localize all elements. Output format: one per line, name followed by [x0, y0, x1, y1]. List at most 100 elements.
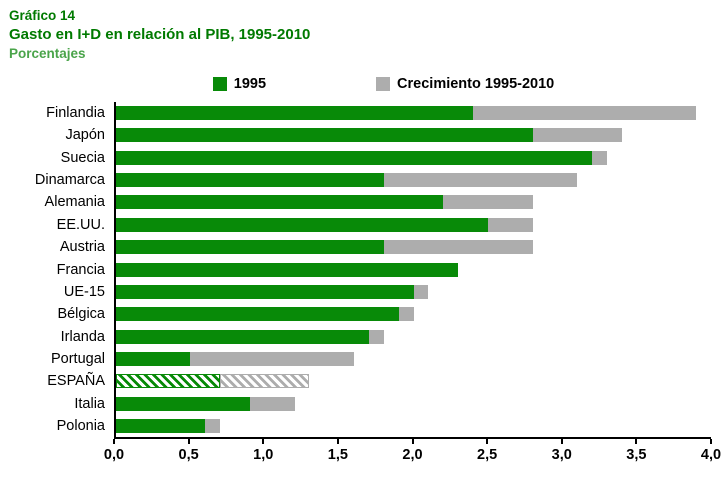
chart-header: Gráfico 14 Gasto en I+D en relación al P… — [0, 7, 727, 64]
bar-segment-1995 — [116, 352, 191, 367]
category-label: ESPAÑA — [47, 373, 105, 390]
bar-segment-growth — [220, 374, 310, 389]
legend-label-1995: 1995 — [233, 75, 267, 92]
bar-track — [114, 101, 711, 124]
bar-segment-1995 — [116, 128, 533, 143]
chart-legend: 1995 Crecimiento 1995-2010 — [40, 76, 727, 92]
legend-label-growth: Crecimiento 1995-2010 — [397, 75, 555, 92]
bar-track — [114, 415, 711, 438]
bar-segment-growth — [487, 217, 533, 232]
bar-row: Irlanda — [9, 325, 711, 348]
category-label: Japón — [65, 127, 105, 144]
bar-row: Suecia — [9, 146, 711, 169]
bar-segment-1995 — [116, 195, 444, 210]
bar-segment-1995 — [116, 217, 488, 232]
bar-row: ESPAÑA — [9, 370, 711, 393]
bar-track — [114, 280, 711, 304]
legend-item-1995: 1995 — [212, 75, 267, 92]
x-tick-label: 3,5 — [626, 447, 647, 464]
x-tick-mark — [560, 439, 563, 445]
chart-subtitle: Porcentajes — [9, 46, 86, 62]
category-label: EE.UU. — [56, 216, 105, 233]
bar-segment-1995 — [116, 150, 592, 165]
category-label: Finlandia — [46, 104, 105, 121]
bar-track — [114, 168, 711, 192]
bar-track — [114, 392, 711, 416]
bar-segment-growth — [205, 419, 221, 434]
category-label: Bélgica — [57, 306, 105, 323]
bar-segment-growth — [368, 329, 384, 344]
bar-segment-growth — [383, 240, 533, 255]
bar-segment-1995 — [116, 307, 399, 322]
bar-row: Francia — [9, 258, 711, 281]
x-tick-label: 0,5 — [178, 447, 199, 464]
x-tick-label: 2,5 — [477, 447, 498, 464]
bar-segment-1995 — [116, 396, 250, 411]
bar-row: Portugal — [9, 347, 711, 371]
bar-track — [114, 325, 711, 348]
legend-item-growth: Crecimiento 1995-2010 — [376, 76, 554, 92]
category-label: Italia — [74, 395, 105, 412]
bar-segment-growth — [398, 307, 414, 322]
x-tick-mark — [635, 439, 638, 445]
x-tick-label: 1,5 — [327, 447, 348, 464]
bar-segment-growth — [532, 128, 622, 143]
bar-segment-1995 — [116, 374, 221, 389]
x-tick-mark — [486, 439, 489, 445]
bar-segment-1995 — [116, 262, 459, 277]
bar-track — [114, 213, 711, 236]
bar-segment-1995 — [116, 284, 414, 299]
bar-segment-growth — [249, 396, 295, 411]
bar-segment-growth — [592, 150, 607, 165]
bar-segment-1995 — [116, 105, 473, 120]
bar-track — [114, 124, 711, 147]
bar-segment-growth — [443, 195, 533, 210]
bar-segment-1995 — [116, 419, 206, 434]
x-tick-label: 3,0 — [551, 447, 572, 464]
bar-segment-1995 — [116, 172, 384, 187]
bar-row: EE.UU. — [9, 213, 711, 236]
bar-track — [114, 235, 711, 259]
bar-segment-1995 — [116, 329, 369, 344]
bar-row: Japón — [9, 124, 711, 147]
x-tick-mark — [336, 439, 339, 445]
plot-area: Finlandia Japón Suecia Dinamarca Alemania EE.… — [9, 101, 721, 470]
bar-row: Polonia — [9, 415, 711, 438]
x-tick-mark — [262, 439, 265, 445]
x-tick-mark — [187, 439, 190, 445]
bar-row: Finlandia — [9, 101, 711, 124]
x-tick-mark — [113, 439, 115, 445]
bar-rows: Finlandia Japón Suecia Dinamarca Alemania EE.… — [9, 101, 711, 438]
x-tick-label: 1,0 — [253, 447, 274, 464]
category-label: Portugal — [50, 351, 105, 368]
bar-row: Alemania — [9, 191, 711, 214]
bar-track — [114, 370, 711, 393]
bar-segment-growth — [383, 172, 578, 187]
legend-swatch-gray — [376, 76, 391, 91]
x-tick-label: 2,0 — [402, 447, 423, 464]
x-tick-mark — [411, 439, 414, 445]
bar-track — [114, 347, 711, 371]
x-tick-label: 4,0 — [700, 447, 722, 464]
bar-segment-growth — [473, 105, 697, 120]
chart-title: Gasto en I+D en relación al PIB, 1995-20… — [9, 25, 311, 43]
bar-row: Austria — [9, 235, 711, 259]
category-label: Irlanda — [60, 328, 105, 345]
category-label: Francia — [56, 261, 105, 278]
bar-row: Dinamarca — [9, 168, 711, 192]
x-tick-mark — [710, 439, 712, 445]
bar-track — [114, 258, 711, 281]
bar-track — [114, 146, 711, 169]
bar-segment-1995 — [116, 240, 384, 255]
bar-segment-growth — [190, 352, 354, 367]
bar-row: UE-15 — [9, 280, 711, 304]
x-axis: 0,0 0,5 1,0 1,5 2,0 2,5 3,0 3,5 4,0 — [104, 437, 721, 469]
category-label: Austria — [59, 239, 105, 256]
legend-swatch-green — [212, 76, 227, 91]
category-label: Suecia — [60, 149, 105, 166]
bar-track — [114, 191, 711, 214]
x-tick-label: 0,0 — [103, 447, 125, 464]
bar-row: Italia — [9, 392, 711, 416]
category-label: Dinamarca — [34, 171, 105, 188]
